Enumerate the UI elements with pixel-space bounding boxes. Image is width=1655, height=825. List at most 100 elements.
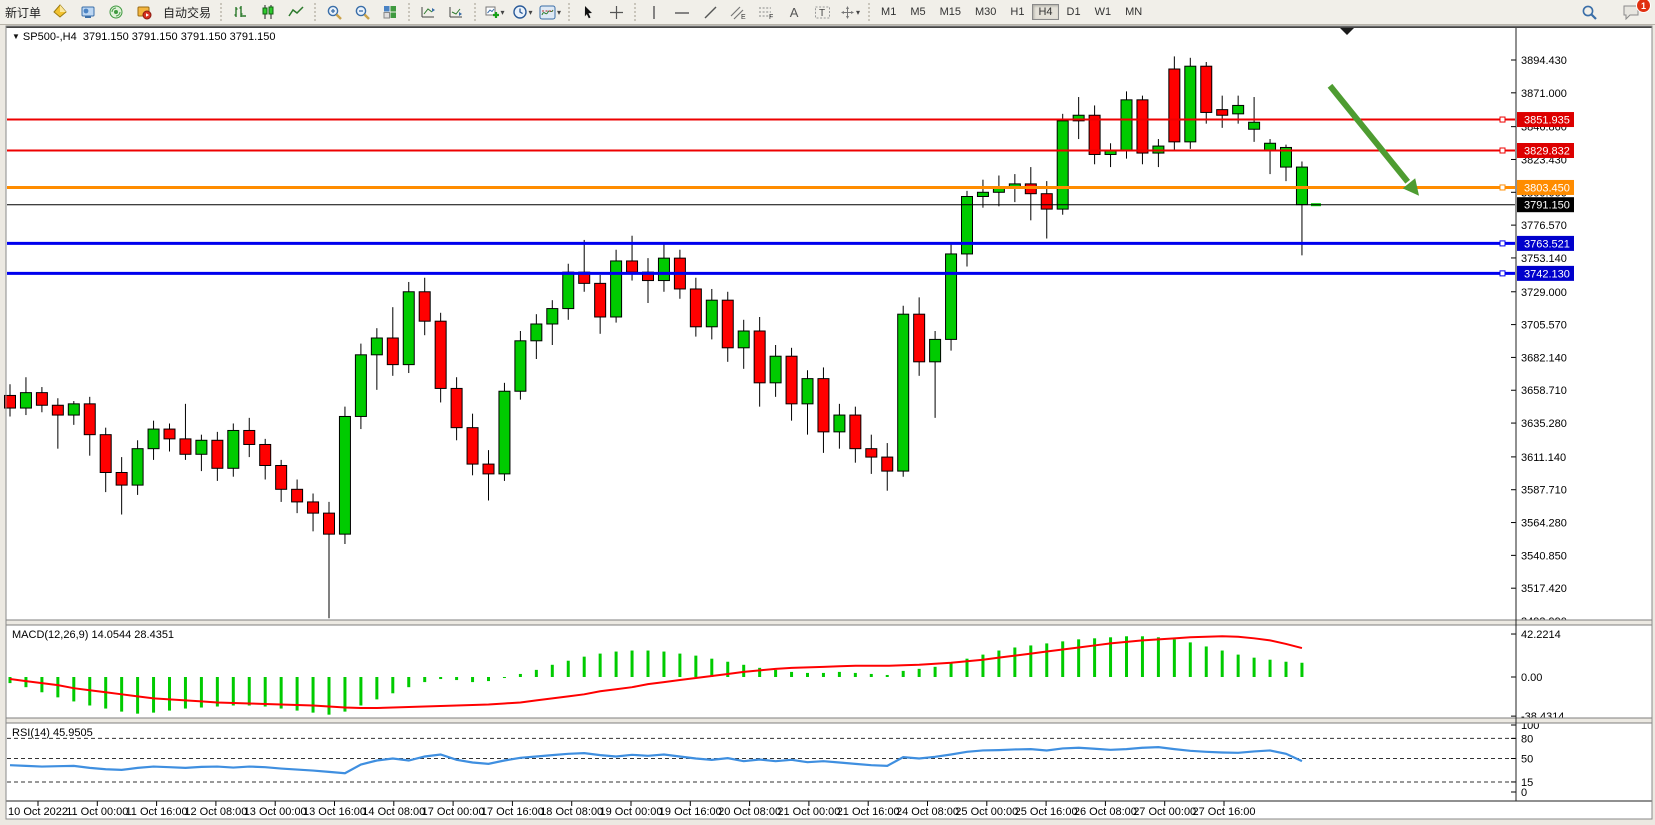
- line-chart-type-icon[interactable]: [282, 1, 310, 23]
- zoom-in-button[interactable]: [320, 1, 348, 23]
- tab-w1[interactable]: W1: [1094, 6, 1112, 18]
- candle-bear: [1136, 99, 1149, 154]
- tile-windows-icon: [383, 6, 397, 19]
- date-tick-label: 17 Oct 00:00: [422, 806, 485, 818]
- candle-bear: [179, 438, 192, 455]
- zoom-in-icon: [327, 5, 342, 20]
- date-tick-label: 26 Oct 08:00: [1074, 806, 1137, 818]
- new-chart-button[interactable]: ▾: [480, 1, 508, 23]
- signal-icon[interactable]: [102, 1, 130, 23]
- price-tick-label: 3587.710: [1521, 485, 1567, 497]
- price-badge: [1517, 235, 1574, 251]
- chart-shift-marker[interactable]: [1340, 28, 1354, 35]
- tab-h1[interactable]: H1: [1010, 6, 1025, 18]
- chart-autoscroll-button[interactable]: [442, 1, 470, 23]
- tab-d1[interactable]: D1: [1066, 6, 1081, 18]
- horizontal-line-tool[interactable]: [668, 1, 696, 23]
- chart-window[interactable]: 3894.4303871.0003846.8603823.4303800.000…: [0, 25, 1655, 825]
- price-tick-label: 3682.140: [1521, 352, 1567, 364]
- tab-mn[interactable]: MN: [1125, 6, 1143, 18]
- templates-button[interactable]: ▾: [536, 1, 564, 23]
- clock-icon: [512, 5, 527, 19]
- new-chart-icon: [485, 6, 499, 18]
- text-label-tool[interactable]: T: [808, 1, 836, 23]
- candle-bull: [833, 414, 846, 433]
- date-tick-label: 21 Oct 00:00: [777, 806, 840, 818]
- price-chart-canvas[interactable]: 3894.4303871.0003846.8603823.4303800.000…: [0, 25, 1655, 825]
- periods-button[interactable]: ▾: [508, 1, 536, 23]
- notification-badge: 1: [1636, 0, 1651, 13]
- template-chart-icon: [539, 5, 556, 19]
- tile-windows-button[interactable]: [376, 1, 404, 23]
- symbol-header[interactable]: ▼ SP500-,H4 3791.150 3791.150 3791.150 37…: [12, 31, 276, 43]
- candle-bear: [689, 288, 702, 328]
- candle-bull: [705, 299, 718, 328]
- tab-m5[interactable]: M5: [910, 6, 926, 18]
- market-watch-icon[interactable]: [74, 1, 102, 23]
- candle-bear: [307, 501, 320, 514]
- line-handle[interactable]: [1499, 240, 1506, 247]
- auto-trading-icon[interactable]: [130, 1, 158, 23]
- rsi-axis-label: 0: [1521, 787, 1527, 799]
- price-badge-label: 3851.935: [1524, 115, 1570, 127]
- toolbar-gripper: [866, 3, 873, 21]
- bar-chart-type-icon[interactable]: [226, 1, 254, 23]
- search-button[interactable]: [1575, 1, 1603, 23]
- fibonacci-icon: F: [758, 7, 773, 20]
- candle-bull: [514, 340, 527, 392]
- chart-shift-button[interactable]: [414, 1, 442, 23]
- date-tick-label: 18 Oct 08:00: [540, 806, 603, 818]
- trendline-tool[interactable]: [696, 1, 724, 23]
- line-handle[interactable]: [1499, 270, 1506, 277]
- candle-bull: [498, 390, 511, 475]
- toolbar-gripper: [472, 3, 479, 21]
- candle-bear: [881, 456, 894, 472]
- candlestick-type-icon[interactable]: [254, 1, 282, 23]
- date-tick-label: 17 Oct 16:00: [481, 806, 544, 818]
- candle-bull: [546, 308, 559, 325]
- date-tick-label: 27 Oct 00:00: [1133, 806, 1196, 818]
- tab-m30[interactable]: M30: [975, 6, 997, 18]
- candle-bull: [227, 429, 240, 469]
- date-tick-label: 24 Oct 08:00: [896, 806, 959, 818]
- text-tool[interactable]: A: [789, 4, 799, 20]
- candle-bull: [1248, 121, 1261, 130]
- trend-arrow-head[interactable]: [1402, 178, 1420, 196]
- price-badge-label: 3829.832: [1524, 146, 1570, 158]
- candle-bear: [1216, 109, 1229, 116]
- line-handle[interactable]: [1499, 184, 1506, 191]
- zoom-out-button[interactable]: [348, 1, 376, 23]
- new-order-button[interactable]: 新订单: [5, 5, 42, 20]
- line-handle[interactable]: [1499, 116, 1506, 123]
- candle-bull: [530, 323, 543, 342]
- candle-bear: [323, 512, 335, 535]
- candle-bull: [961, 195, 973, 255]
- notifications-button[interactable]: 1: [1617, 0, 1651, 23]
- date-tick-label: 25 Oct 00:00: [955, 806, 1018, 818]
- line-handle[interactable]: [1499, 147, 1506, 154]
- equidistant-channel-tool[interactable]: E: [724, 1, 752, 23]
- price-tick-label: 3776.570: [1521, 220, 1567, 232]
- fibonacci-tool[interactable]: F: [752, 1, 780, 23]
- tab-h4[interactable]: H4: [1032, 4, 1059, 20]
- vertical-line-tool[interactable]: [640, 1, 668, 23]
- tab-m15[interactable]: M15: [939, 6, 962, 18]
- order-tag-icon: [53, 4, 67, 18]
- new-order-icon[interactable]: [46, 1, 74, 23]
- trendline-icon: [704, 6, 717, 18]
- tab-m1[interactable]: M1: [881, 6, 897, 18]
- trend-arrow[interactable]: [1327, 83, 1411, 184]
- toolbar-gripper: [312, 3, 319, 21]
- date-tick-label: 19 Oct 16:00: [659, 806, 722, 818]
- cursor-tool[interactable]: [574, 1, 602, 23]
- candle-bear: [83, 403, 96, 436]
- auto-trading-button[interactable]: 自动交易: [163, 5, 212, 20]
- crosshair-tool[interactable]: [602, 1, 630, 23]
- chart-window-border: [5, 25, 1653, 820]
- toolbar-gripper: [632, 3, 639, 21]
- candle-bear: [99, 434, 112, 473]
- candle-bear: [913, 313, 926, 363]
- rsi-indicator-label: RSI(14) 45.9505: [12, 727, 93, 739]
- arrows-tool[interactable]: ▾: [836, 1, 864, 23]
